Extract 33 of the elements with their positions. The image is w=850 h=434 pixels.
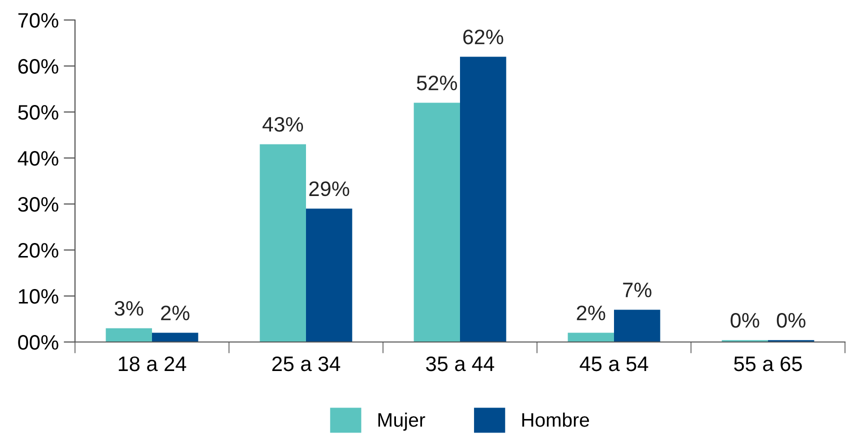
x-tick-label: 25 a 34: [272, 356, 340, 372]
data-label: 0%: [730, 312, 760, 328]
legend-label: Mujer: [378, 412, 426, 431]
y-tick-label: 30%: [18, 197, 58, 212]
y-tick-label: 10%: [18, 289, 58, 304]
bar: [260, 144, 306, 342]
y-tick-label: 50%: [18, 105, 58, 120]
x-tick-label: 45 a 54: [580, 356, 648, 372]
data-label: 3%: [114, 300, 144, 316]
data-label: 2%: [161, 306, 190, 320]
bar: [152, 332, 198, 342]
bar: [414, 102, 460, 342]
data-label: 2%: [576, 306, 606, 320]
y-tick-label: 70%: [18, 13, 58, 28]
y-tick-label: 40%: [18, 151, 58, 166]
legend-label: Hombre: [522, 412, 589, 427]
bar: [614, 310, 660, 342]
data-label: 52%: [416, 76, 458, 90]
data-label: 62%: [463, 30, 504, 44]
y-tick-label: 00%: [18, 335, 58, 350]
bar: [568, 332, 614, 342]
bar: [106, 328, 152, 342]
x-tick-label: 35 a 44: [426, 356, 494, 372]
data-label: 0%: [776, 312, 806, 328]
bar: [460, 56, 506, 342]
y-tick-label: 60%: [18, 59, 58, 74]
bar: [306, 208, 352, 342]
x-tick-label: 18 a 24: [118, 356, 186, 372]
y-tick-label: 20%: [18, 243, 58, 258]
data-label: 43%: [262, 116, 304, 132]
data-label: 7%: [623, 282, 652, 298]
x-tick-label: 55 a 65: [734, 356, 802, 372]
data-label: 29%: [309, 181, 350, 196]
